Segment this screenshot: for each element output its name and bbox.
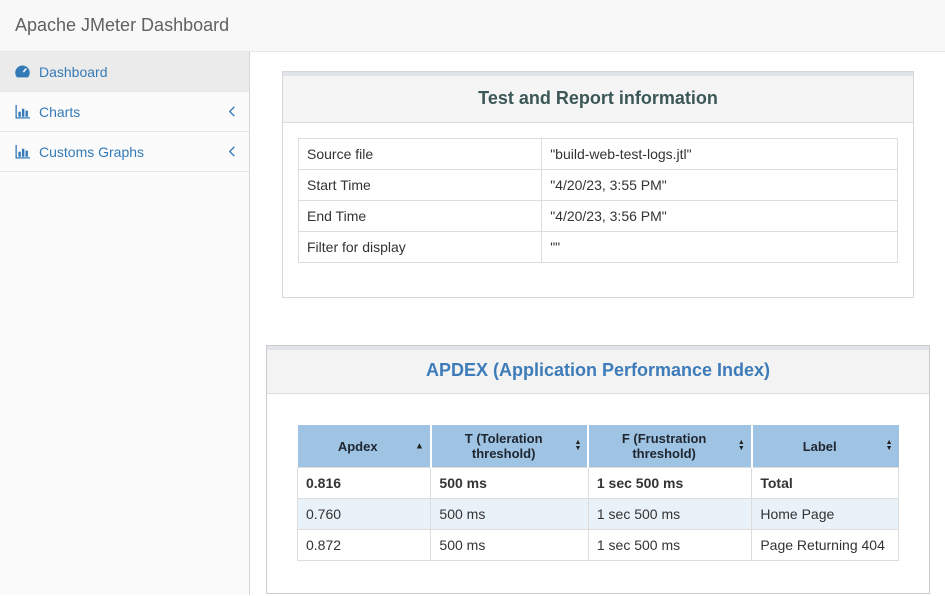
apdex-table: Apdex ▲ T (Toleration threshold) ▲ ▼ F (Frust… (296, 425, 899, 561)
apdex-cell: 500 ms (430, 467, 589, 499)
info-value: "" (541, 231, 898, 263)
sidebar-item-label: Charts (39, 103, 81, 120)
column-header-f-frustration-threshold-[interactable]: F (Frustration threshold) ▲ ▼ (587, 425, 752, 468)
apdex-table-body: 0.816 500 ms 1 sec 500 ms Total 0.760 500 ms 1… (296, 467, 899, 561)
sidebar-item-label: Dashboard (39, 63, 108, 80)
sort-both-icon: ▲ ▼ (574, 439, 582, 452)
sort-both-icon: ▲ ▼ (885, 439, 893, 452)
info-value: "build-web-test-logs.jtl" (541, 138, 898, 170)
info-label: Source file (297, 138, 543, 170)
apdex-cell: 500 ms (430, 529, 589, 561)
column-header-label[interactable]: Label ▲ ▼ (750, 425, 899, 468)
sort-ascending-icon: ▲ (415, 440, 424, 451)
column-header-label: T (Toleration threshold) (464, 431, 543, 461)
column-header-label: Label (802, 438, 837, 454)
apdex-panel-body: Apdex ▲ T (Toleration threshold) ▲ ▼ F (Frust… (267, 394, 929, 593)
sidebar-item-dashboard[interactable]: Dashboard (0, 52, 249, 92)
apdex-cell: Total (751, 467, 899, 499)
chevron-left-icon[interactable] (227, 105, 237, 118)
info-value: "4/20/23, 3:56 PM" (541, 200, 898, 232)
info-label: Filter for display (297, 231, 543, 263)
info-row-filter-for-display: Filter for display "" (297, 231, 898, 263)
sidebar-item-customs-graphs[interactable]: Customs Graphs (0, 132, 249, 172)
info-row-end-time: End Time "4/20/23, 3:56 PM" (297, 200, 898, 232)
column-header-t-toleration-threshold-[interactable]: T (Toleration threshold) ▲ ▼ (429, 425, 589, 468)
sort-both-icon: ▲ ▼ (737, 439, 745, 452)
info-table-body: Source file "build-web-test-logs.jtl" Star… (297, 138, 898, 263)
apdex-panel-title: APDEX (Application Performance Index) (267, 346, 929, 394)
app-header: Apache JMeter Dashboard (0, 0, 945, 52)
info-row-source-file: Source file "build-web-test-logs.jtl" (297, 138, 898, 170)
test-info-panel: Test and Report information Source file "… (282, 71, 914, 298)
gauge-icon (14, 64, 30, 79)
apdex-panel: APDEX (Application Performance Index) Ap… (266, 345, 930, 594)
test-info-panel-title: Test and Report information (283, 72, 913, 123)
apdex-cell: 500 ms (430, 498, 589, 530)
info-label: End Time (297, 200, 543, 232)
main-content: Test and Report information Source file "… (250, 52, 945, 595)
apdex-cell: 0.816 (296, 467, 432, 499)
apdex-cell: 0.760 (296, 498, 432, 530)
bar-chart-icon (14, 104, 30, 119)
sidebar-item-label: Customs Graphs (39, 143, 145, 160)
page-layout: Dashboard Charts Customs Graphs Test and R… (0, 52, 945, 595)
apdex-row-page-returning-404: 0.872 500 ms 1 sec 500 ms Page Returning 40… (296, 529, 899, 561)
apdex-cell: 1 sec 500 ms (587, 498, 753, 530)
apdex-cell: 1 sec 500 ms (587, 467, 753, 499)
info-row-start-time: Start Time "4/20/23, 3:55 PM" (297, 169, 898, 201)
info-label: Start Time (297, 169, 543, 201)
bar-chart-icon (14, 144, 30, 159)
apdex-row-total: 0.816 500 ms 1 sec 500 ms Total (296, 467, 899, 499)
column-header-label: Apdex (337, 438, 378, 454)
apdex-cell: Page Returning 404 (751, 529, 899, 561)
test-info-panel-body: Source file "build-web-test-logs.jtl" Star… (283, 123, 913, 297)
apdex-row-home-page: 0.760 500 ms 1 sec 500 ms Home Page (296, 498, 899, 530)
apdex-cell: 1 sec 500 ms (587, 529, 753, 561)
info-value: "4/20/23, 3:55 PM" (541, 169, 898, 201)
chevron-left-icon[interactable] (227, 145, 237, 158)
info-table: Source file "build-web-test-logs.jtl" Star… (297, 138, 898, 263)
sidebar-nav: Dashboard Charts Customs Graphs (0, 52, 250, 595)
app-title: Apache JMeter Dashboard (15, 15, 230, 35)
column-header-apdex[interactable]: Apdex ▲ (297, 425, 431, 468)
sidebar-item-charts[interactable]: Charts (0, 92, 249, 132)
apdex-cell: 0.872 (296, 529, 432, 561)
apdex-header-row: Apdex ▲ T (Toleration threshold) ▲ ▼ F (Frust… (297, 425, 899, 468)
apdex-cell: Home Page (751, 498, 899, 530)
column-header-label: F (Frustration threshold) (621, 431, 707, 461)
